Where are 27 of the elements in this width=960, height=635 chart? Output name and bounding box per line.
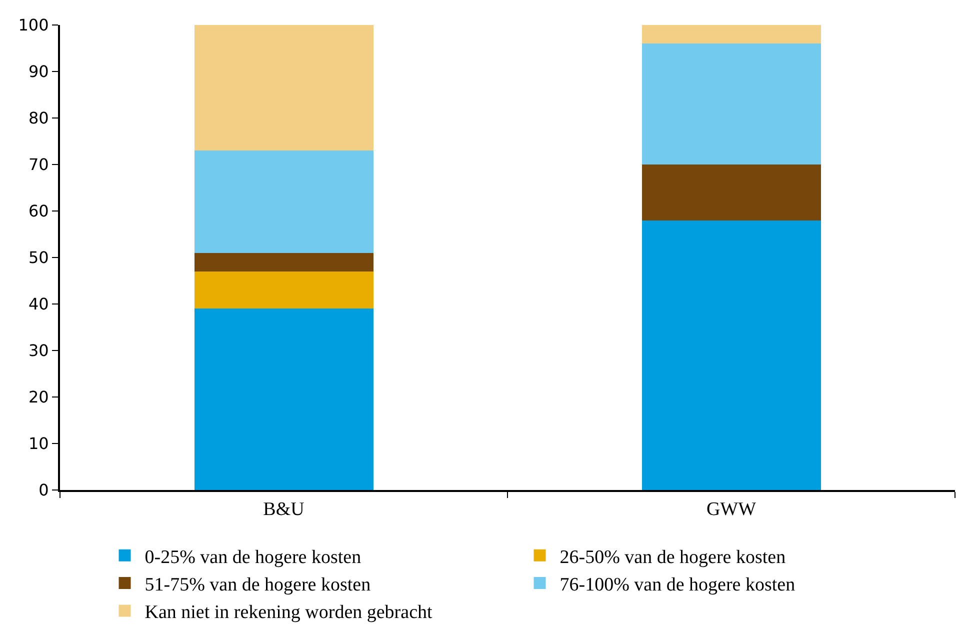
bar	[194, 150, 374, 253]
y-tick-label: 100	[18, 16, 49, 35]
y-tick-label: 0	[38, 480, 49, 500]
y-tick-label: 60	[28, 202, 49, 221]
x-tick-label: B&U	[263, 498, 305, 520]
bar	[642, 164, 821, 220]
legend-label: 51-75% van de hogere kosten	[144, 574, 372, 596]
legend-label: Kan niet in rekening worden gebracht	[144, 602, 434, 624]
bar	[194, 308, 374, 490]
bar	[642, 220, 821, 490]
bar	[642, 44, 821, 164]
legend-label: 76-100% van de hogere kosten	[560, 574, 796, 596]
y-tick-label: 90	[28, 62, 49, 82]
legend-label: 0-25% van de hogere kosten	[144, 546, 362, 568]
y-tick-label: 80	[28, 108, 49, 128]
legend-label: 26-50% van de hogere kosten	[560, 546, 786, 568]
bar	[642, 25, 821, 44]
y-tick-label: 10	[28, 434, 49, 454]
y-tick-label: 40	[28, 294, 49, 314]
x-tick-label: GWW	[706, 498, 756, 520]
bar	[194, 25, 374, 151]
bar	[194, 271, 374, 309]
y-tick-label: 70	[28, 155, 49, 174]
y-tick-label: 20	[28, 388, 49, 407]
y-tick-label: 50	[28, 248, 49, 268]
bar	[194, 252, 374, 272]
y-tick-label: 30	[28, 341, 49, 360]
